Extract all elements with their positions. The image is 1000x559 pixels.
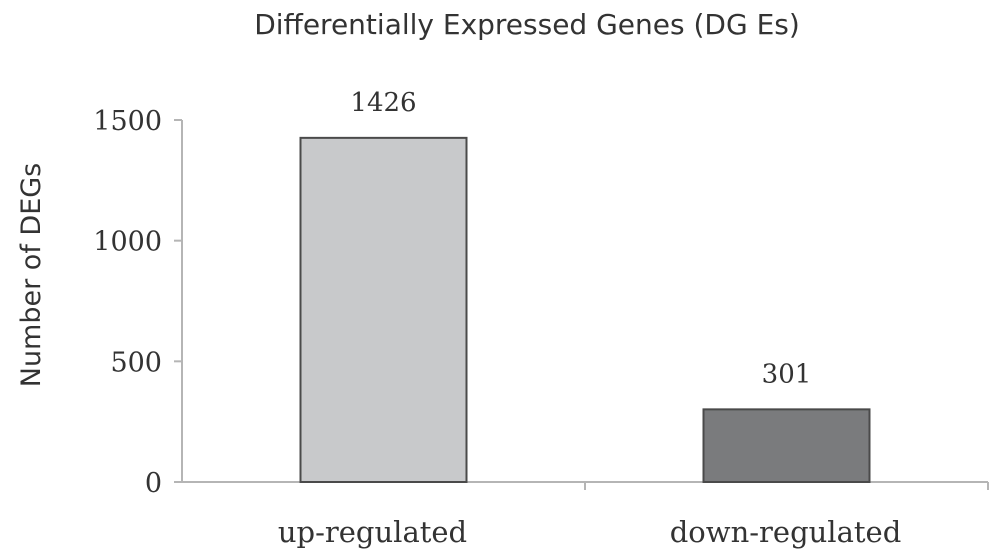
y-tick-label: 1500 <box>93 106 162 137</box>
value-labels: 1426 301 <box>350 88 811 390</box>
y-axis-label: Number of DEGs <box>16 163 47 388</box>
bars <box>299 136 871 484</box>
category-labels: up-regulated down-regulated <box>278 515 901 549</box>
y-tick-label: 0 <box>145 468 162 499</box>
category-label-down-regulated: down-regulated <box>670 515 902 549</box>
value-label-up-regulated: 1426 <box>350 88 416 118</box>
bar-up-regulated <box>299 136 468 483</box>
y-axis-ticks: 0 500 1000 1500 <box>93 106 182 499</box>
bar-down-regulated <box>702 408 871 484</box>
y-tick-label: 500 <box>110 347 162 378</box>
y-tick-label: 1000 <box>93 227 162 258</box>
value-label-down-regulated: 301 <box>762 359 812 389</box>
chart-title: Differentially Expressed Genes (DG Es) <box>254 8 800 41</box>
category-label-up-regulated: up-regulated <box>278 515 467 549</box>
